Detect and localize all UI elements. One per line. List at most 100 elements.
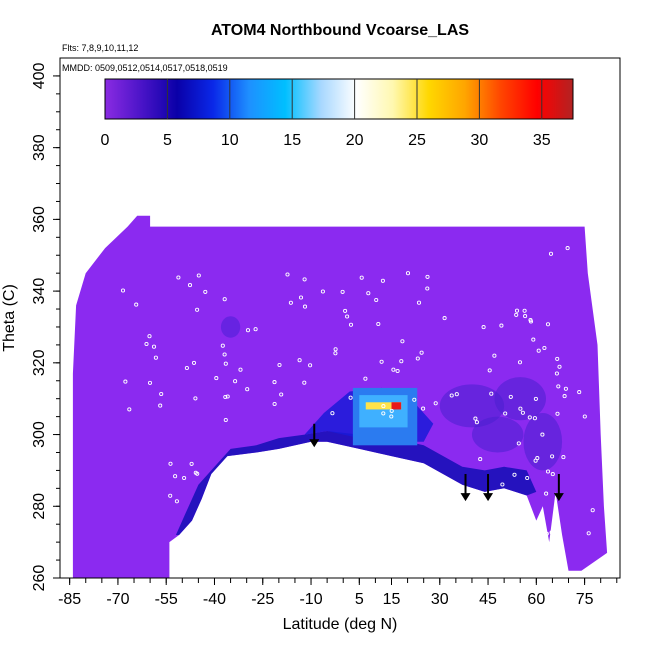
sample-point: [389, 414, 394, 419]
sample-point: [225, 394, 230, 399]
sample-point: [233, 379, 238, 384]
sample-point: [514, 308, 520, 313]
sample-point: [376, 321, 381, 327]
sample-point: [562, 394, 567, 399]
sample-point: [412, 397, 417, 402]
y-axis: 260 280 300 320 340 360 380 400: [31, 62, 60, 591]
sample-point: [389, 408, 394, 413]
sample-point: [203, 289, 208, 294]
sample-point: [333, 351, 338, 356]
sample-point: [489, 391, 494, 396]
x-tick-label: 5: [355, 591, 364, 608]
y-tick-label: 400: [31, 62, 48, 89]
y-tick-label: 380: [31, 134, 48, 161]
y-tick-label: 280: [31, 493, 48, 520]
sample-point: [554, 371, 559, 376]
sample-point: [527, 415, 532, 420]
sample-point: [245, 387, 250, 392]
colorbar-tick-label: 30: [471, 132, 489, 149]
sample-point: [473, 416, 478, 421]
sample-point: [187, 283, 193, 288]
sample-point: [151, 344, 157, 349]
sample-point: [514, 312, 519, 317]
sample-point: [176, 275, 181, 280]
sample-point: [144, 341, 149, 347]
sample-point: [540, 432, 545, 437]
dates-subtitle: MMDD: 0509,0512,0514,0517,0518,0519: [62, 63, 228, 73]
sample-point: [425, 274, 430, 279]
sample-point: [586, 531, 591, 536]
sample-point: [512, 472, 517, 477]
sample-point: [442, 316, 447, 321]
sample-point: [277, 362, 282, 368]
x-axis: -85 -70 -55 -40 -25 -10 5 15 30 45 60 75: [58, 578, 618, 608]
sample-point: [147, 380, 153, 385]
sample-point: [359, 275, 364, 280]
sample-point: [550, 472, 555, 477]
colorbar-tick-label: 5: [163, 132, 172, 149]
sample-point: [556, 384, 561, 389]
sample-point: [184, 365, 189, 371]
sample-point: [395, 368, 400, 374]
sample-point: [391, 367, 396, 372]
sample-point: [563, 386, 568, 391]
sample-point: [134, 302, 139, 307]
sample-point: [531, 337, 536, 342]
sample-point: [302, 380, 307, 385]
y-tick-label: 360: [31, 206, 48, 233]
colorbar-tick-label: 10: [221, 132, 239, 149]
sample-point: [518, 406, 523, 411]
chart-title: ATOM4 Northbound Vcoarse_LAS: [211, 22, 469, 39]
sample-point: [196, 273, 201, 278]
sample-point: [153, 355, 158, 360]
sample-point: [474, 420, 479, 425]
sample-point: [400, 339, 405, 344]
sample-point: [333, 347, 338, 352]
sample-point: [503, 411, 508, 416]
sample-point: [272, 401, 277, 407]
sample-point: [533, 396, 538, 401]
sample-point: [405, 271, 411, 276]
dark-patch-sh: [220, 316, 241, 338]
sample-point: [223, 361, 228, 366]
plume-max: [391, 402, 402, 410]
sample-point: [536, 348, 541, 353]
sample-point: [191, 360, 197, 365]
sample-point: [425, 286, 430, 291]
sample-point: [348, 322, 354, 327]
sample-point: [548, 251, 554, 256]
sample-point: [532, 416, 537, 421]
sample-point: [545, 469, 551, 474]
sample-point: [195, 471, 200, 476]
dark-patch-3: [471, 416, 524, 453]
sample-point: [182, 475, 187, 481]
sample-point: [565, 246, 570, 251]
sample-point: [535, 456, 540, 461]
x-tick-label: -55: [155, 591, 178, 608]
sample-point: [320, 289, 325, 294]
colorbar-tick-label: 35: [533, 132, 551, 149]
sample-point: [525, 475, 530, 481]
sample-point: [189, 461, 194, 466]
sample-point: [508, 394, 513, 399]
sample-point: [416, 300, 422, 305]
sample-point: [253, 327, 258, 332]
x-tick-label: 15: [383, 591, 401, 608]
sample-point: [381, 404, 386, 409]
sample-point: [582, 414, 587, 419]
plume-inner: [359, 395, 408, 428]
plot-frame: [59, 57, 621, 579]
sample-point: [214, 376, 219, 381]
sample-point: [478, 457, 483, 462]
x-tick-label: 45: [479, 591, 497, 608]
sample-point: [379, 359, 384, 364]
sample-point: [223, 394, 228, 400]
sample-point: [272, 380, 277, 385]
sample-point: [381, 411, 386, 416]
arrow-head: [309, 439, 320, 448]
sample-point: [297, 358, 302, 363]
sample-point: [127, 407, 132, 412]
sample-point: [366, 291, 371, 296]
sample-point: [174, 499, 179, 504]
